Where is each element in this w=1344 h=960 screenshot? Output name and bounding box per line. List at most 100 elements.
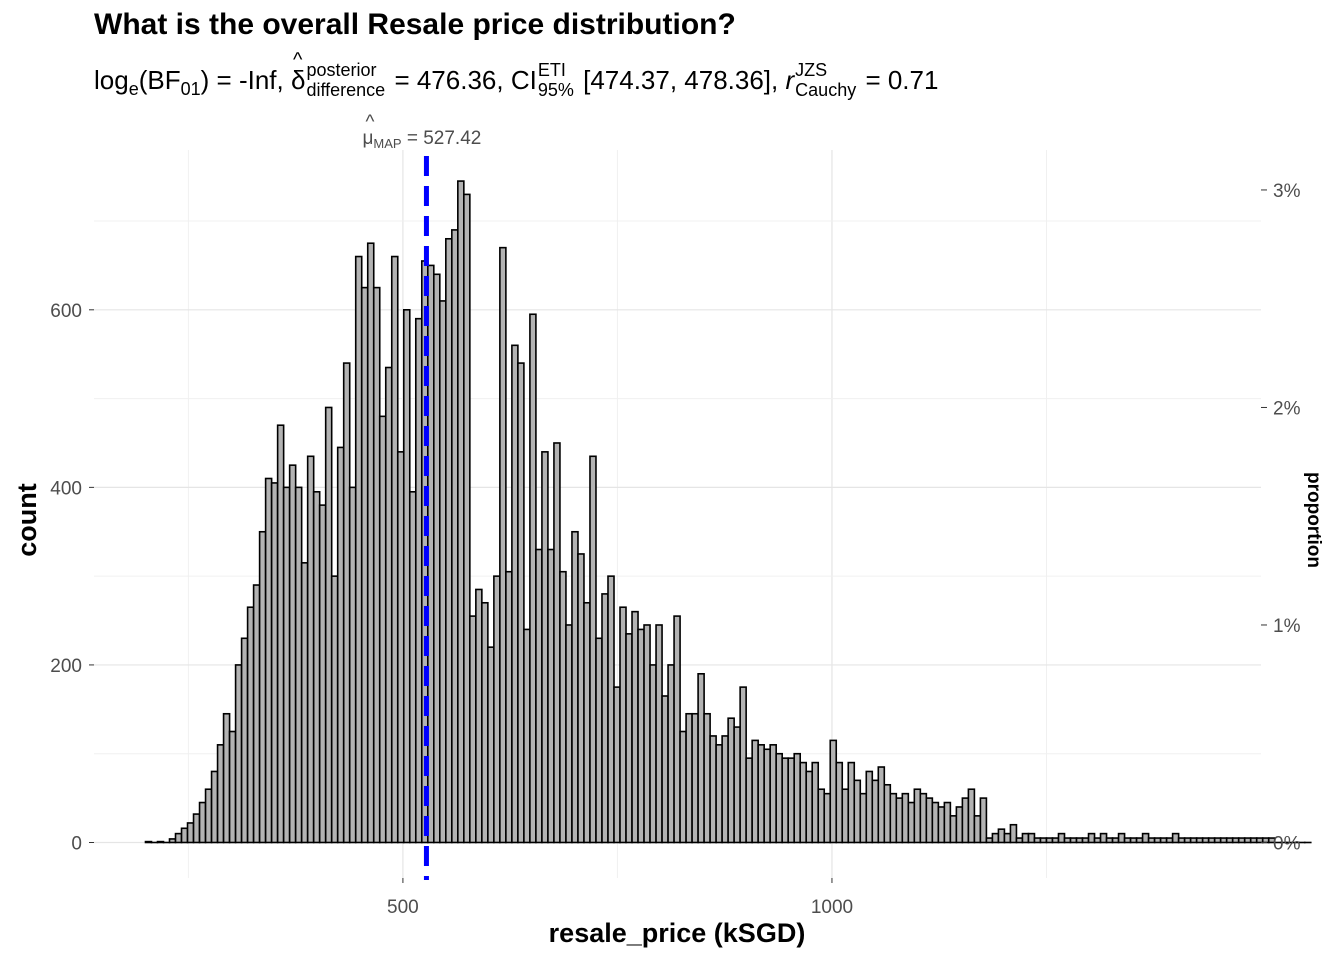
histogram-bar <box>282 486 291 844</box>
histogram-bar <box>607 575 615 844</box>
histogram-bar <box>805 770 814 844</box>
histogram-bar <box>517 362 525 844</box>
histogram-bar <box>360 286 369 844</box>
histogram-bar <box>1189 837 1198 844</box>
x-axis-title: resale_price (kSGD) <box>549 918 806 948</box>
histogram-bar <box>649 664 657 844</box>
histogram-bar <box>751 739 759 844</box>
histogram-bar <box>535 548 543 844</box>
histogram-bar <box>276 424 285 844</box>
histogram-bar <box>439 300 447 844</box>
histogram-bar <box>547 548 555 844</box>
histogram-bar <box>180 827 189 844</box>
histogram-bar <box>228 730 237 844</box>
histogram-bar <box>733 726 741 844</box>
histogram-bar <box>318 504 327 844</box>
histogram-bar <box>811 761 820 844</box>
map-annotation: μMAP = 527.42 <box>362 128 481 151</box>
histogram-bar <box>481 601 489 844</box>
subtitle-delta: δ <box>291 36 305 104</box>
histogram-bar <box>1027 832 1036 844</box>
histogram-bar <box>342 362 351 844</box>
histogram-bar <box>1267 837 1276 844</box>
histogram-bar <box>631 610 639 844</box>
histogram-bar <box>390 255 399 844</box>
histogram-bar <box>841 788 850 844</box>
histogram-bar <box>1051 837 1060 844</box>
histogram-bar <box>1171 832 1180 844</box>
histogram-bar <box>258 530 267 844</box>
subtitle-delta-sup: posterior <box>306 60 377 81</box>
histogram-bar <box>817 788 826 844</box>
histogram-bar <box>913 788 922 844</box>
histogram-bar <box>354 255 363 844</box>
histogram-bar <box>1105 837 1114 844</box>
histogram-bar <box>216 744 225 844</box>
right-tick-label: 1% <box>1273 616 1301 637</box>
histogram-bar <box>661 695 669 844</box>
histogram-bar <box>685 712 693 844</box>
histogram-bar <box>1021 832 1030 844</box>
histogram-bar <box>937 806 946 844</box>
histogram-bar <box>823 792 832 844</box>
histogram-bar <box>445 237 453 844</box>
histogram-bar <box>955 806 964 844</box>
histogram-bar <box>414 317 423 844</box>
histogram-bar <box>1099 832 1108 844</box>
histogram-bar <box>865 770 874 844</box>
subtitle-ci-stack: ETI 95% <box>538 60 574 100</box>
histogram-bar <box>144 840 153 844</box>
histogram-bar <box>559 570 567 844</box>
histogram-bar <box>1141 832 1150 844</box>
histogram-bar <box>601 593 609 844</box>
histogram-bar <box>1123 837 1132 844</box>
histogram-bar <box>1003 832 1012 844</box>
histogram-bar <box>781 757 789 844</box>
subtitle-ci-sup: ETI <box>537 60 566 81</box>
histogram-bar <box>186 822 195 844</box>
subtitle-bf-sub: 01 <box>180 79 201 100</box>
histogram-bar <box>877 766 886 844</box>
histogram-bar <box>505 570 513 844</box>
histogram-bar <box>985 837 994 844</box>
histogram-bar <box>1207 837 1216 844</box>
histogram-bar <box>469 615 477 844</box>
histogram-bar <box>523 628 531 844</box>
histogram-bar <box>835 761 844 844</box>
histogram-bar <box>583 601 591 844</box>
histogram-bar <box>979 797 988 844</box>
histogram-bar <box>1033 837 1042 844</box>
subtitle-ci-sub: 95% <box>537 80 574 101</box>
histogram-bar <box>1231 837 1240 844</box>
histogram-bar <box>1219 837 1228 844</box>
histogram-bar <box>433 273 441 844</box>
histogram-bar <box>1045 837 1054 844</box>
x-tick-label: 1000 <box>811 897 853 918</box>
histogram-bar <box>511 344 519 844</box>
histogram-bar <box>210 770 219 844</box>
histogram-bar <box>775 752 783 844</box>
histogram-bar <box>787 757 795 844</box>
histogram-bar <box>240 637 249 844</box>
histogram-bar <box>451 229 459 844</box>
histogram-bar <box>745 757 753 844</box>
subtitle-log-sub: e <box>128 79 139 100</box>
histogram-bar <box>991 832 1000 844</box>
histogram-bar <box>967 788 976 844</box>
histogram-bar <box>721 735 729 844</box>
histogram-bar <box>1075 837 1084 844</box>
right-tick-label: 3% <box>1273 181 1301 202</box>
subtitle-ci-value: [474.37, 478.36], <box>583 65 779 95</box>
histogram-bar <box>204 788 213 844</box>
histogram-bar <box>1057 832 1066 844</box>
histogram-bar <box>1165 837 1174 844</box>
histogram-bar <box>853 779 862 844</box>
histogram-bar <box>1237 837 1246 844</box>
histogram-bar <box>1117 832 1126 844</box>
right-tick-label: 2% <box>1273 398 1301 419</box>
histogram-bar <box>667 664 675 844</box>
histogram-bar <box>372 286 381 844</box>
subtitle-bf: (BF <box>138 65 181 95</box>
histogram-bar <box>769 744 777 844</box>
